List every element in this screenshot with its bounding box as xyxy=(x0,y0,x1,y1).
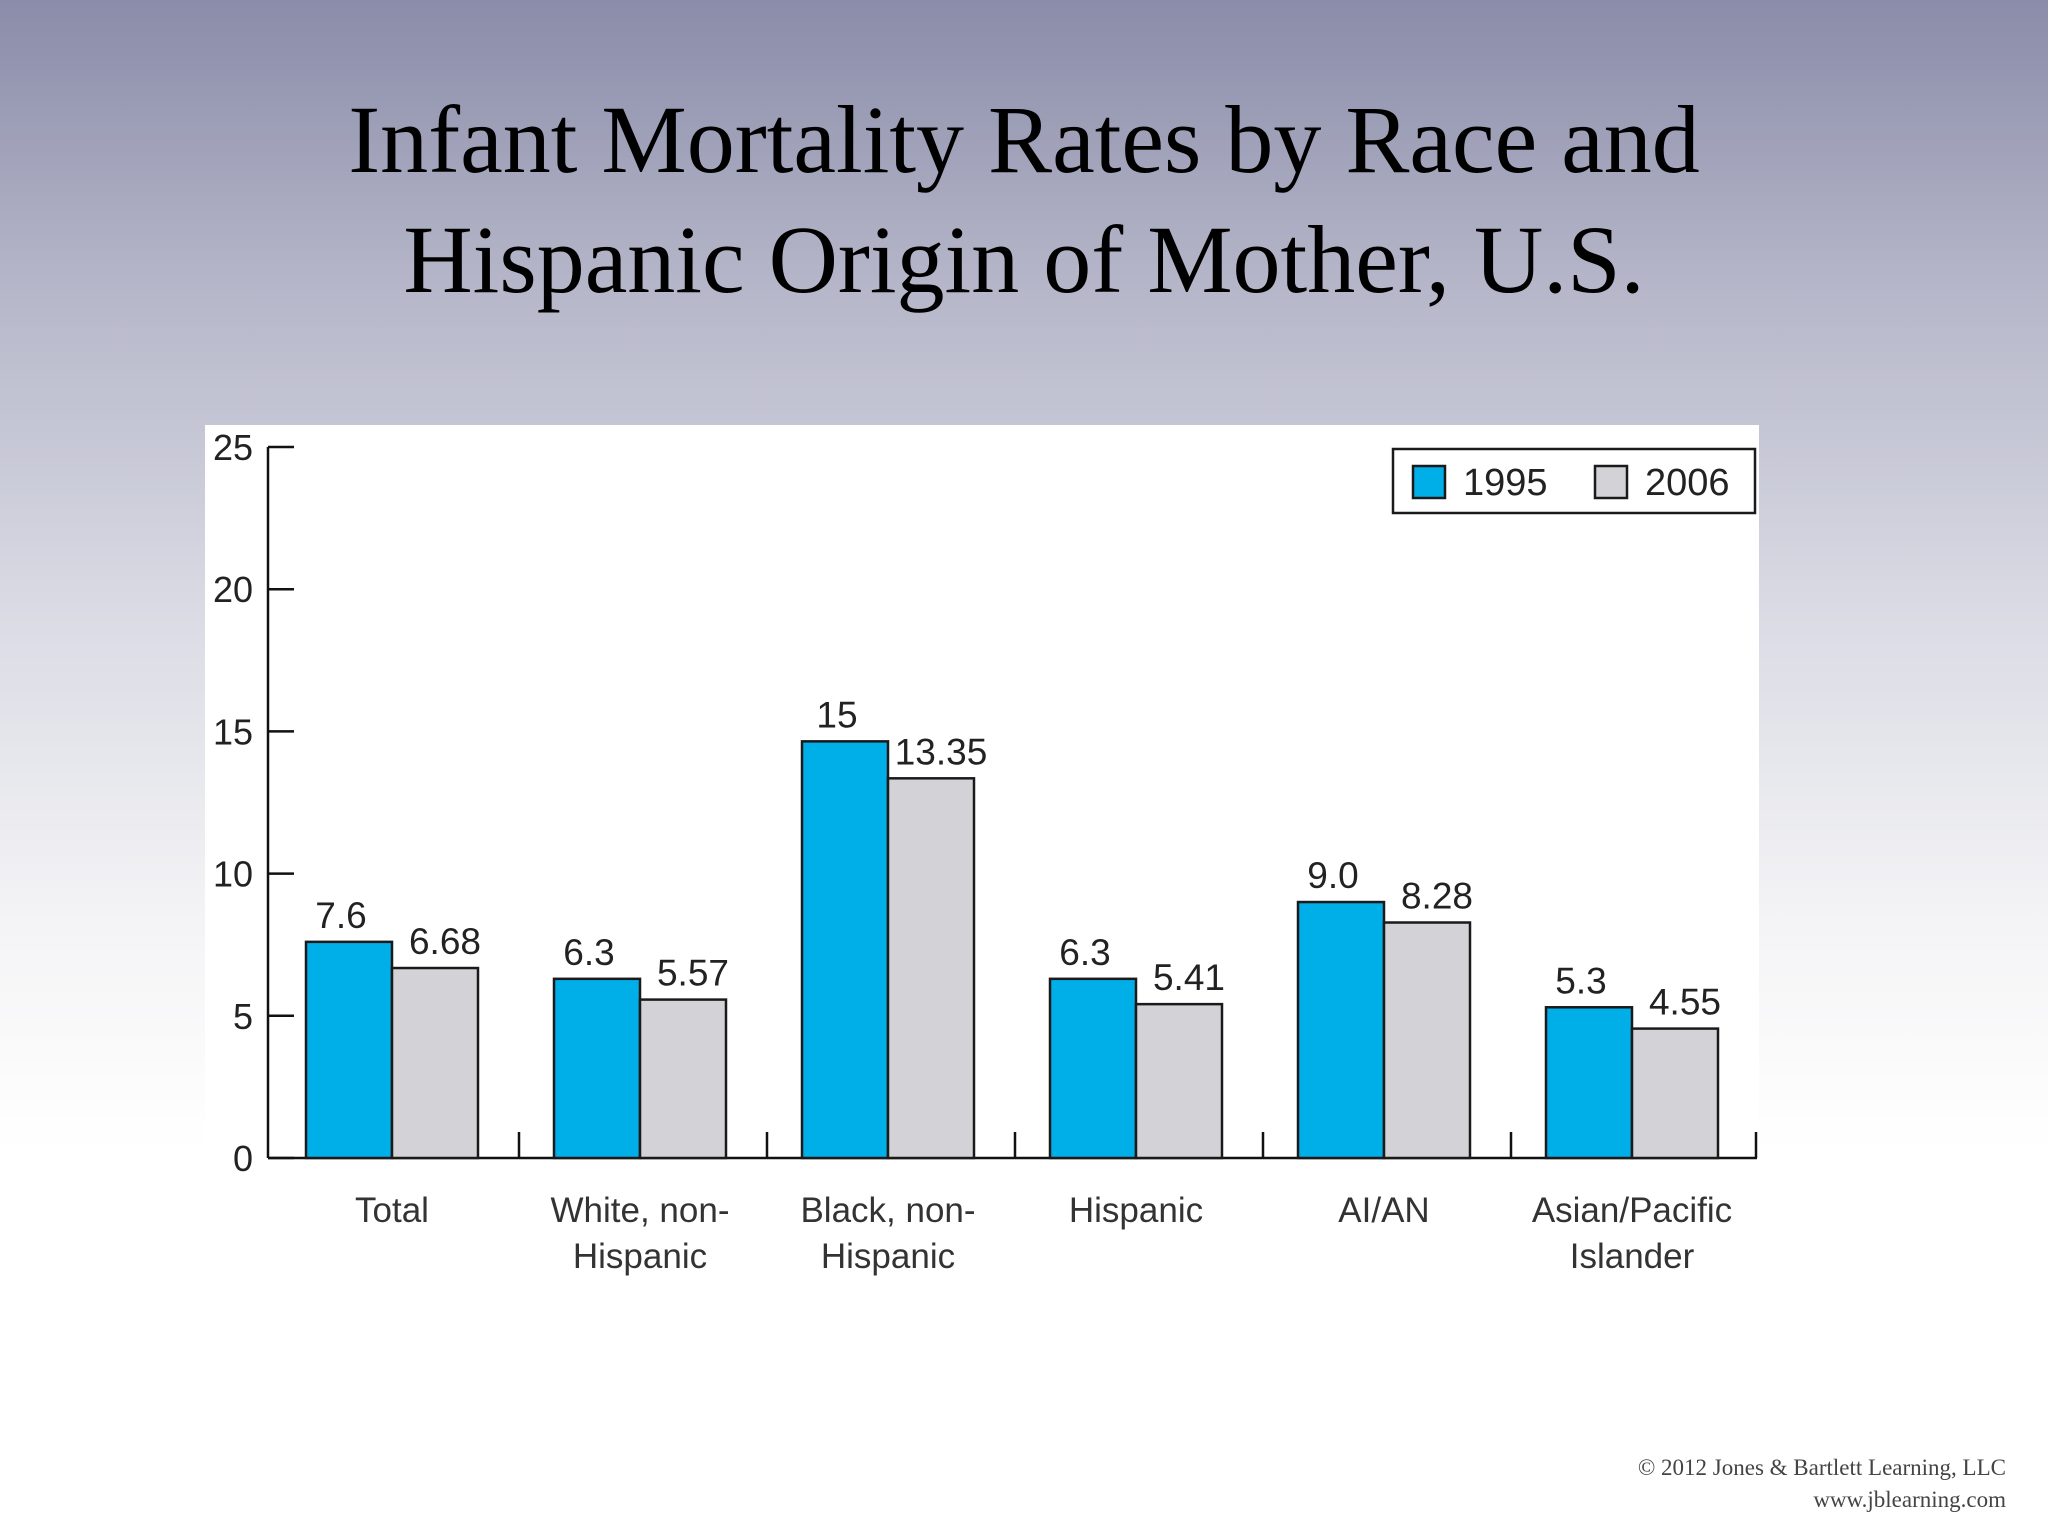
data-label-2006: 5.41 xyxy=(1153,957,1225,998)
legend-label-1995: 1995 xyxy=(1463,462,1548,504)
x-category-label: Black, non- xyxy=(800,1191,975,1230)
chart-panel xyxy=(205,425,1759,1315)
y-tick-label: 20 xyxy=(213,569,253,610)
bar-1995 xyxy=(800,740,890,1160)
bar-2006 xyxy=(1134,1002,1224,1160)
data-label-2006: 4.55 xyxy=(1649,982,1721,1023)
slide-title: Infant Mortality Rates by Race and Hispa… xyxy=(0,80,2048,320)
data-label-1995: 6.3 xyxy=(563,932,614,973)
bar-1995 xyxy=(1048,977,1138,1160)
copyright-notice: © 2012 Jones & Bartlett Learning, LLC ww… xyxy=(1638,1452,2006,1516)
legend-swatch-2006 xyxy=(1593,464,1629,500)
y-tick-label: 15 xyxy=(213,711,253,752)
bar-1995 xyxy=(1296,900,1386,1160)
data-label-2006: 5.57 xyxy=(657,953,729,994)
y-tick-label: 10 xyxy=(213,854,253,895)
data-label-2006: 13.35 xyxy=(895,731,988,772)
bar-2006 xyxy=(1630,1027,1720,1160)
x-category-label: Hispanic xyxy=(573,1237,707,1276)
data-label-1995: 15 xyxy=(816,694,857,735)
slide-title-line-1: Infant Mortality Rates by Race and xyxy=(348,86,1700,193)
bar-2006 xyxy=(390,966,480,1160)
y-tick-label: 25 xyxy=(213,427,253,468)
bar-2006 xyxy=(1382,921,1472,1160)
data-label-1995: 9.0 xyxy=(1307,855,1358,896)
x-category-label: Total xyxy=(355,1191,429,1230)
y-tick-label: 5 xyxy=(233,996,253,1037)
x-category-label: Asian/Pacific xyxy=(1532,1191,1732,1230)
data-label-2006: 8.28 xyxy=(1401,876,1473,917)
legend-box xyxy=(1391,447,1757,515)
x-category-label: White, non- xyxy=(551,1191,730,1230)
bar-2006 xyxy=(886,777,976,1160)
legend-label-2006: 2006 xyxy=(1645,462,1730,504)
copyright-line: © 2012 Jones & Bartlett Learning, LLC xyxy=(1637,1455,2006,1480)
bar-1995 xyxy=(552,977,642,1160)
chart-labels: 7.6 6.68 Total 6.3 5.57 White, non- Hispanic 15… xyxy=(315,694,1732,1276)
x-category-label: Hispanic xyxy=(821,1237,955,1276)
slide-title-line-2: Hispanic Origin of Mother, U.S. xyxy=(403,206,1645,313)
y-tick-label: 0 xyxy=(233,1138,253,1179)
x-category-label: Islander xyxy=(1570,1237,1695,1276)
x-category-label: AI/AN xyxy=(1338,1191,1429,1230)
chart-legend: 1995 2006 xyxy=(1391,447,1757,515)
bar-1995 xyxy=(1544,1006,1634,1160)
chart-bars xyxy=(304,740,1720,1160)
data-label-1995: 5.3 xyxy=(1555,960,1606,1001)
bar-1995 xyxy=(304,940,394,1160)
copyright-url: www.jblearning.com xyxy=(1813,1487,2006,1512)
data-label-1995: 6.3 xyxy=(1059,932,1110,973)
x-category-label: Hispanic xyxy=(1069,1191,1203,1230)
data-label-2006: 6.68 xyxy=(409,921,481,962)
bar-chart: 0 5 10 15 20 25 7.6 6.68 Total 6.3 5.57 White, non… xyxy=(213,427,1758,1276)
legend-swatch-1995 xyxy=(1411,464,1447,500)
bar-2006 xyxy=(638,998,728,1160)
data-label-1995: 7.6 xyxy=(315,895,366,936)
chart-axes: 0 5 10 15 20 25 xyxy=(213,427,1758,1179)
